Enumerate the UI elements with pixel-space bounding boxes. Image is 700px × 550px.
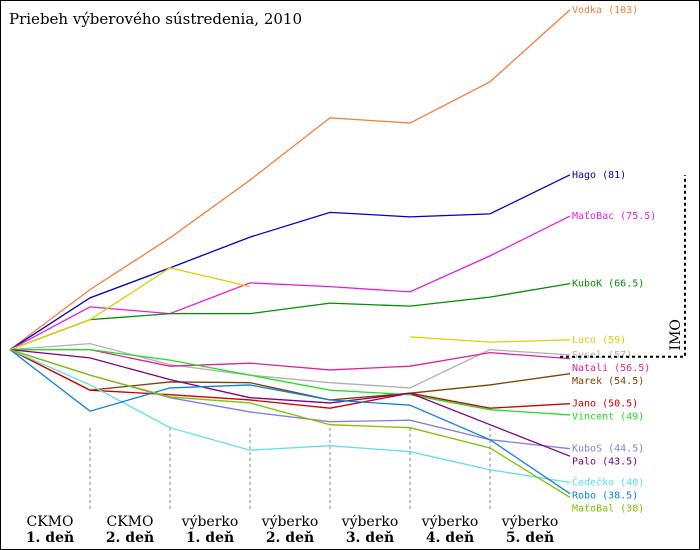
- series-label: Natali (56.5): [572, 363, 650, 374]
- x-tick-label: výberko: [421, 513, 479, 530]
- x-tick-label: 5. deň: [506, 530, 554, 546]
- series-line: [10, 349, 571, 371]
- series-line: [9, 349, 571, 495]
- series-label: Čeďečko (40): [572, 475, 644, 488]
- x-tick-label: výberko: [341, 513, 399, 530]
- series-line: [9, 282, 571, 351]
- series-line: [9, 215, 571, 351]
- x-tick-label: 2. deň: [266, 530, 314, 546]
- chart-title: Priebeh výberového sústredenia, 2010: [9, 10, 302, 28]
- series-line: [9, 349, 571, 484]
- series-line: [9, 349, 571, 401]
- series-label: Vodka (103): [572, 5, 638, 16]
- x-tick-label: CKMO: [27, 514, 74, 530]
- series-label: MaťoBac (75.5): [572, 210, 656, 222]
- x-tick-label: výberko: [181, 513, 239, 530]
- series-line: [9, 174, 571, 351]
- series-label: Palo (43.5): [572, 457, 638, 468]
- series-line: [9, 349, 571, 457]
- series-label: Robo (38.5): [572, 490, 638, 501]
- series-label: Jano (50.5): [572, 399, 638, 410]
- x-tick-label: 1. deň: [186, 530, 234, 546]
- x-tick-label: 2. deň: [106, 530, 154, 546]
- x-tick-label: 3. deň: [346, 530, 394, 546]
- x-tick-label: 4. deň: [426, 530, 474, 546]
- series-line: [9, 267, 571, 351]
- series-label: Vincent (49): [572, 412, 644, 423]
- x-tick-label: 1. deň: [26, 530, 74, 546]
- series-label: Laco (59): [572, 335, 626, 346]
- series-line: [9, 9, 571, 351]
- series-label: KuboK (66.5): [572, 279, 644, 290]
- x-tick-label: výberko: [501, 513, 559, 530]
- series-label: Marek (54.5): [572, 376, 644, 387]
- series-label: MaťoBal (38): [572, 502, 644, 514]
- series-label: Sysel (57): [572, 350, 632, 361]
- annotation-label: IMO: [668, 319, 684, 350]
- series-label: Hago (81): [572, 170, 626, 181]
- x-tick-label: výberko: [261, 513, 319, 530]
- series-line: [10, 349, 571, 416]
- series-line: [9, 349, 571, 499]
- series-line: [9, 342, 571, 389]
- annotation-bracket: [560, 175, 686, 358]
- series-label: KuboS (44.5): [572, 444, 644, 455]
- x-tick-label: CKMO: [107, 514, 154, 530]
- series-line: [9, 349, 571, 409]
